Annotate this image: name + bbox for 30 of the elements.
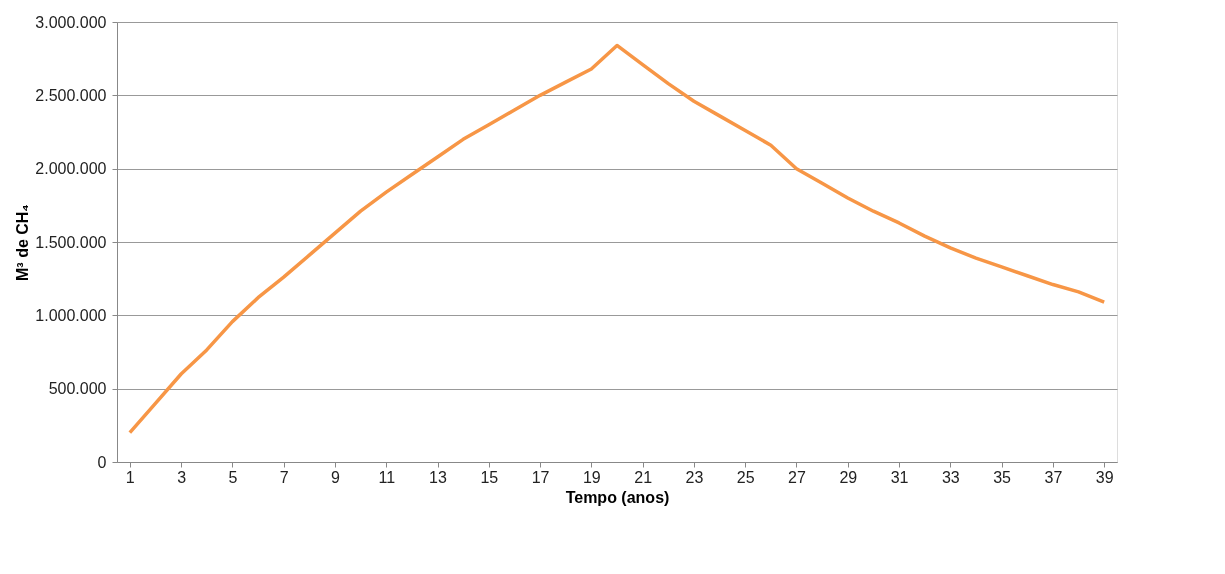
y-axis-title: M³ de CH₄ — [14, 204, 32, 281]
x-tick-label: 25 — [736, 468, 755, 486]
x-tick-label: 39 — [1095, 468, 1114, 486]
x-tick-label: 9 — [331, 468, 340, 486]
x-tick-label: 29 — [839, 468, 858, 486]
x-tick-label: 15 — [480, 468, 499, 486]
x-tick-label: 27 — [788, 468, 806, 486]
x-tick-label: 17 — [531, 468, 550, 486]
y-tick-label: 500.000 — [48, 380, 107, 398]
x-tick-label: 19 — [582, 468, 601, 486]
y-tick-label: 1.500.000 — [35, 233, 107, 251]
y-tick-label: 2.000.000 — [35, 160, 107, 178]
y-tick-label: 2.500.000 — [35, 86, 107, 104]
x-tick-label: 11 — [378, 468, 396, 486]
x-tick-label: 1 — [125, 468, 135, 486]
y-tick-label: 3.000.000 — [35, 13, 107, 31]
x-tick-label: 21 — [634, 468, 653, 486]
x-tick-label: 33 — [941, 468, 960, 486]
x-tick-label: 13 — [429, 468, 448, 486]
x-tick-label: 3 — [177, 468, 187, 486]
y-tick-label: 1.000.000 — [35, 306, 107, 324]
line-series — [128, 43, 1106, 435]
x-tick-label: 7 — [279, 468, 289, 486]
x-tick-label: 37 — [1044, 468, 1063, 486]
x-tick-label: 23 — [685, 468, 704, 486]
x-tick-label: 35 — [993, 468, 1012, 486]
x-tick-label: 31 — [890, 468, 909, 486]
y-tick-label: 0 — [97, 453, 107, 471]
x-axis-title: Tempo (anos) — [565, 488, 670, 506]
x-tick-label: 5 — [228, 468, 238, 486]
